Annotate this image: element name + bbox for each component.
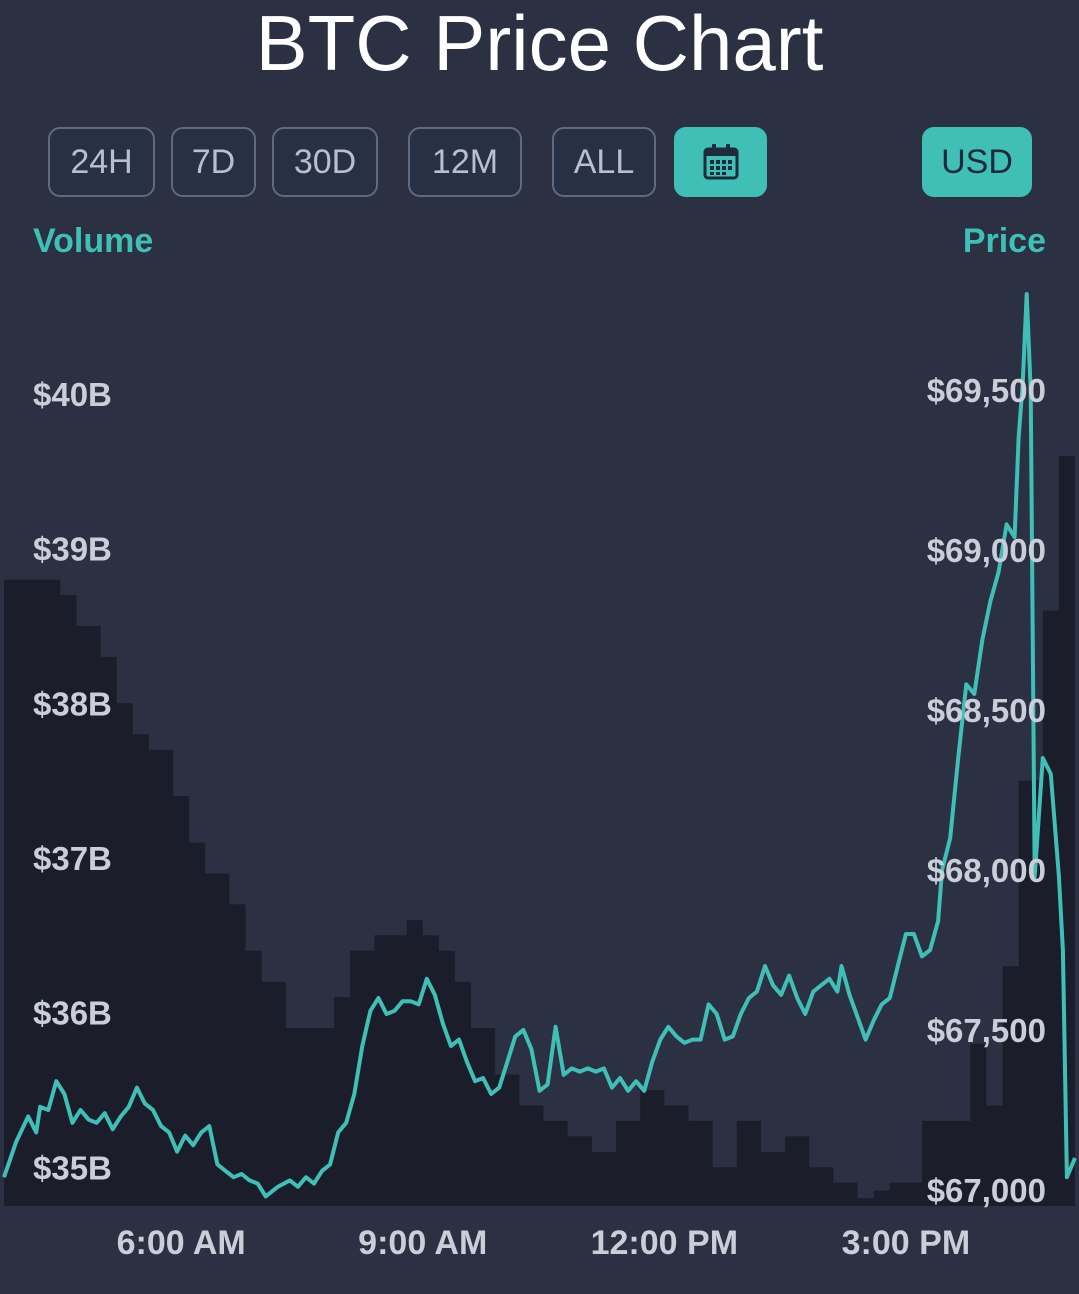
calendar-icon [703, 144, 738, 180]
volume-axis-label: Volume [33, 222, 154, 260]
price-tick-label: $68,500 [927, 692, 1046, 729]
price-axis-label: Price [962, 222, 1046, 260]
btc-price-chart: $35B $36B $37B $38B $39B $40B $67,000 $67,500 $6… [0, 292, 1079, 1270]
volume-series-area [4, 455, 1075, 1206]
volume-tick-label: $37B [33, 840, 112, 877]
price-tick-label: $67,000 [927, 1172, 1046, 1209]
x-tick-label: 3:00 PM [842, 1224, 971, 1262]
x-tick-label: 6:00 AM [117, 1224, 246, 1262]
range-7d-button[interactable]: 7D [171, 127, 256, 197]
x-tick-label: 9:00 AM [358, 1224, 487, 1262]
page-title: BTC Price Chart [255, 0, 824, 87]
volume-tick-label: $39B [33, 531, 112, 568]
range-30d-button[interactable]: 30D [272, 127, 378, 197]
volume-tick-label: $35B [33, 1149, 112, 1186]
volume-tick-label: $36B [33, 995, 112, 1032]
price-tick-label: $67,500 [927, 1012, 1046, 1049]
range-all-button[interactable]: ALL [552, 127, 656, 197]
x-axis-band [0, 1206, 1079, 1270]
calendar-button[interactable] [674, 127, 767, 197]
volume-tick-label: $38B [33, 685, 112, 722]
x-tick-label: 12:00 PM [591, 1224, 738, 1262]
currency-usd-button[interactable]: USD [922, 127, 1032, 197]
price-tick-label: $69,500 [927, 372, 1046, 409]
price-tick-label: $68,000 [927, 852, 1046, 889]
range-24h-button[interactable]: 24H [48, 127, 155, 197]
price-tick-label: $69,000 [927, 532, 1046, 569]
price-series-line [2, 292, 1077, 1199]
range-12m-button[interactable]: 12M [408, 127, 522, 197]
volume-tick-label: $40B [33, 376, 112, 413]
